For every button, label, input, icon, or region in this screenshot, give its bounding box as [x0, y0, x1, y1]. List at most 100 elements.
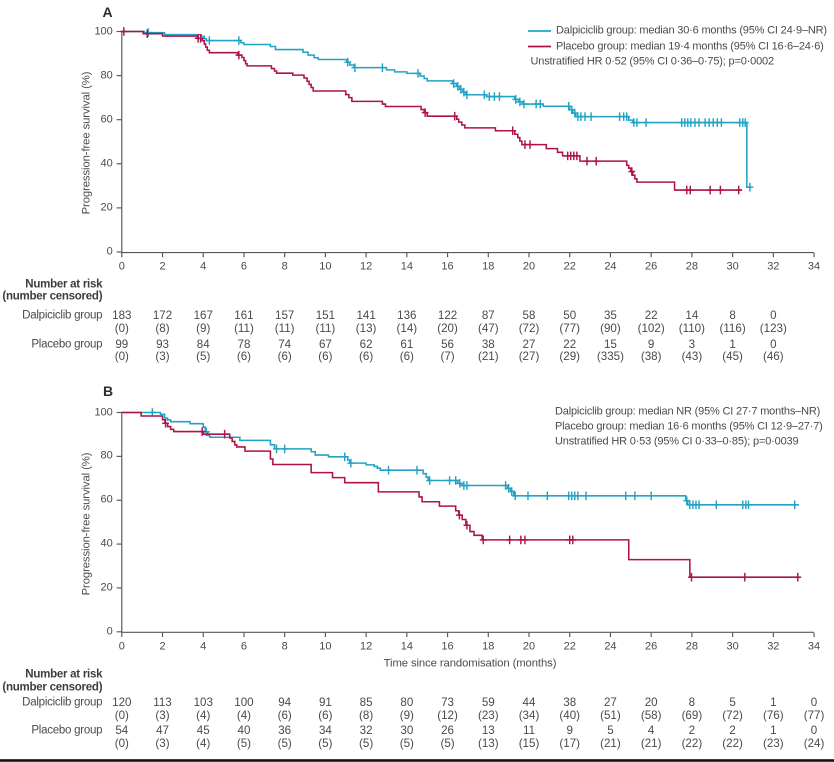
- x-tick-label: 8: [281, 260, 288, 273]
- x-tick-label: 20: [522, 260, 536, 273]
- censor-mark-dalpiciclib: [480, 90, 488, 100]
- censored-value: (5): [440, 737, 455, 751]
- censored-value: (4): [196, 737, 211, 751]
- figure-bottom-rule: [0, 759, 834, 762]
- censor-mark-dalpiciclib: [347, 458, 355, 468]
- censored-value: (15): [518, 737, 540, 751]
- at-risk-value: 151: [315, 309, 336, 323]
- censor-mark-dalpiciclib: [385, 465, 392, 475]
- censor-mark-dalpiciclib: [520, 99, 528, 109]
- y-tick-label: 100: [94, 406, 113, 418]
- censor-mark-dalpiciclib: [746, 182, 754, 192]
- censored-value: (123): [759, 322, 787, 336]
- censor-mark-placebo: [197, 34, 204, 43]
- censored-value: (5): [277, 737, 292, 751]
- at-risk-value: 27: [603, 696, 617, 709]
- censored-value: (11): [234, 322, 254, 336]
- censored-value: (21): [477, 350, 499, 364]
- at-risk-value: 80: [400, 696, 414, 709]
- censored-value: (21): [600, 737, 621, 751]
- censor-mark-dalpiciclib: [791, 500, 799, 510]
- censor-mark-dalpiciclib: [587, 112, 595, 121]
- censored-value: (11): [315, 322, 336, 336]
- y-tick-label: 0: [106, 625, 113, 638]
- y-tick-label: 20: [100, 581, 113, 594]
- censored-value: (72): [722, 709, 743, 722]
- censor-mark-dalpiciclib: [426, 476, 434, 485]
- censored-value: (5): [236, 737, 252, 751]
- x-tick-label: 2: [159, 640, 166, 653]
- x-tick-label: 30: [726, 640, 739, 653]
- x-tick-label: 28: [685, 260, 698, 273]
- censored-value: (69): [681, 709, 703, 722]
- panel-b-row-label-placebo: Placebo group: [31, 724, 103, 737]
- censored-value: (45): [722, 350, 743, 364]
- at-risk-value: 5: [607, 724, 614, 738]
- x-tick-label: 8: [281, 640, 288, 653]
- survival-curve-dalpiciclib: [121, 30, 751, 188]
- censored-value: (0): [114, 737, 129, 751]
- censor-mark-dalpiciclib: [745, 500, 752, 510]
- censored-value: (335): [596, 350, 624, 364]
- censor-mark-dalpiciclib: [642, 118, 650, 127]
- censored-value: (23): [763, 737, 784, 751]
- censor-mark-dalpiciclib: [741, 118, 749, 127]
- censor-mark-placebo: [198, 427, 206, 436]
- censor-mark-placebo: [455, 510, 463, 520]
- panel-a-plot: [116, 27, 815, 258]
- x-tick-label: 14: [400, 260, 413, 273]
- censored-value: (34): [518, 709, 540, 722]
- y-tick-label: 40: [100, 537, 113, 550]
- y-tick-label: 100: [94, 25, 113, 37]
- at-risk-value: 0: [810, 724, 818, 738]
- at-risk-value: 32: [359, 724, 373, 738]
- at-risk-value: 100: [234, 696, 254, 709]
- censored-value: (13): [477, 737, 499, 751]
- at-risk-value: 20: [644, 696, 658, 709]
- x-axis-title: Time since randomisation (months): [383, 656, 557, 669]
- panel-a-legend-placebo: Placebo group: median 19·4 months (95% C…: [556, 40, 824, 52]
- censor-mark-dalpiciclib: [631, 491, 639, 501]
- censored-value: (43): [681, 350, 703, 364]
- x-tick-label: 12: [359, 640, 373, 653]
- panel-b-legend-hazard-ratio: Unstratified HR 0·53 (95% CI 0·33–0·85);…: [555, 435, 799, 448]
- panel-a-risk-header-line2: (number censored): [2, 290, 103, 303]
- panel-b-legend-placebo: Placebo group: median 16·6 months (95% C…: [555, 420, 823, 433]
- at-risk-value: 59: [481, 696, 495, 709]
- censor-mark-dalpiciclib: [235, 36, 243, 45]
- censored-value: (5): [359, 737, 374, 751]
- censor-mark-placebo: [221, 429, 229, 439]
- censor-mark-dalpiciclib: [273, 444, 280, 454]
- censored-value: (21): [640, 737, 662, 751]
- censor-mark-dalpiciclib: [144, 28, 152, 37]
- at-risk-value: 120: [112, 696, 132, 709]
- at-risk-value: 73: [441, 696, 454, 709]
- censored-value: (38): [640, 350, 662, 364]
- censored-value: (12): [437, 709, 458, 722]
- censored-value: (0): [114, 709, 129, 722]
- censor-mark-dalpiciclib: [379, 63, 386, 72]
- at-risk-value: 183: [112, 309, 132, 323]
- panel-b-legend-dalpiciclib: Dalpiciclib group: median NR (95% CI 27·…: [555, 405, 821, 418]
- censor-mark-placebo: [162, 418, 169, 428]
- at-risk-value: 22: [644, 309, 658, 323]
- censor-mark-dalpiciclib: [496, 92, 503, 101]
- at-risk-value: 0: [770, 309, 777, 323]
- censor-mark-placebo: [479, 535, 487, 545]
- censor-mark-dalpiciclib: [718, 118, 725, 127]
- censor-mark-dalpiciclib: [450, 79, 458, 88]
- censor-mark-dalpiciclib: [463, 90, 471, 100]
- at-risk-value: 84: [196, 338, 210, 351]
- censored-value: (9): [399, 709, 414, 722]
- at-risk-value: 36: [278, 724, 292, 738]
- y-tick-label: 40: [100, 157, 113, 170]
- censor-mark-placebo: [592, 156, 600, 166]
- censored-value: (76): [763, 709, 784, 722]
- at-risk-value: 47: [156, 724, 169, 738]
- y-tick-label: 20: [100, 201, 113, 214]
- at-risk-value: 0: [770, 338, 777, 351]
- at-risk-value: 38: [481, 338, 495, 351]
- x-tick-label: 34: [807, 640, 821, 653]
- censored-value: (58): [640, 709, 662, 722]
